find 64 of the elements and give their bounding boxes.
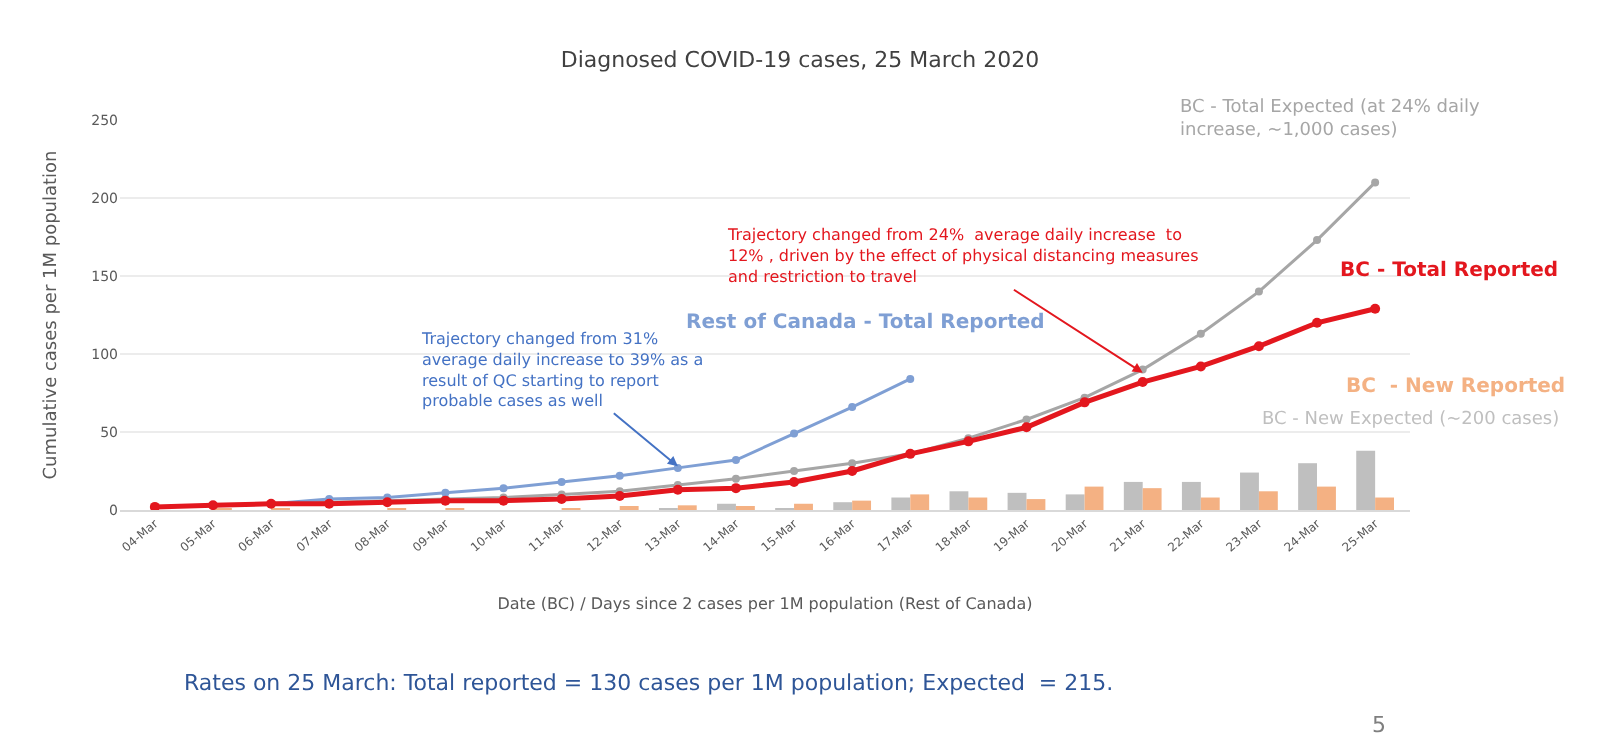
text: Rest of Canada - Total Reported xyxy=(686,312,1045,334)
point xyxy=(731,456,740,465)
bar xyxy=(1375,497,1395,510)
text: 5 xyxy=(1372,712,1386,738)
bar xyxy=(1258,491,1278,510)
point xyxy=(790,467,799,475)
bar xyxy=(1142,488,1162,510)
bar xyxy=(1181,481,1201,510)
text: BC - New Reported xyxy=(1346,376,1566,398)
point xyxy=(790,429,799,438)
bar xyxy=(852,500,872,510)
point xyxy=(1196,329,1205,338)
point xyxy=(1312,317,1323,328)
y-axis-title: Cumulative cases per 1M population xyxy=(41,150,62,480)
bar xyxy=(949,491,969,510)
bar xyxy=(717,503,736,510)
point xyxy=(615,471,624,480)
bar xyxy=(1356,450,1376,510)
point xyxy=(673,463,682,472)
point xyxy=(1313,236,1322,245)
bar xyxy=(1026,499,1046,510)
point xyxy=(731,474,740,483)
point xyxy=(1079,397,1090,408)
point xyxy=(556,494,567,505)
bar xyxy=(1084,486,1104,510)
bar xyxy=(1065,494,1085,510)
point xyxy=(848,459,857,468)
point xyxy=(1370,303,1381,314)
bar xyxy=(1123,481,1143,510)
chart-title: Diagnosed COVID-19 cases, 25 March 2020 xyxy=(560,47,1040,74)
point xyxy=(1137,377,1148,388)
x-axis-title: Date (BC) / Days since 2 cases per 1M population (Rest of Canada) xyxy=(497,595,1033,614)
point xyxy=(789,476,800,487)
point xyxy=(730,483,741,494)
bar xyxy=(833,502,853,510)
bar xyxy=(1200,497,1220,510)
annotation: Trajectory changed from 24% average daily increase to 12% , driven by the effect of physical distancing measures and restriction to travel xyxy=(726,226,1199,286)
bar xyxy=(968,497,988,510)
bar xyxy=(1007,492,1027,510)
point xyxy=(906,374,915,383)
point xyxy=(441,488,450,497)
point xyxy=(1021,422,1032,433)
point xyxy=(614,490,625,501)
bar xyxy=(891,497,911,510)
bar xyxy=(910,494,930,510)
point xyxy=(499,484,508,493)
point xyxy=(1195,361,1206,372)
bar xyxy=(1240,472,1259,510)
point xyxy=(1254,287,1263,296)
point xyxy=(1022,415,1031,424)
point xyxy=(1253,341,1264,352)
bar xyxy=(1317,486,1336,510)
text: BC - Total Expected (at 24% daily increase, ~1,000 cases) xyxy=(1180,98,1482,142)
point xyxy=(847,466,858,476)
annotation: Trajectory changed from 31% average daily increase to 39% as a result of QC starting to report probable cases as well xyxy=(420,330,704,411)
text: Rates on 25 March: Total reported = 130 cases per 1M population; Expected = 215. xyxy=(184,670,1114,696)
text: BC - New Expected (~200 cases) xyxy=(1262,410,1560,430)
point xyxy=(557,477,566,486)
point xyxy=(1371,178,1380,187)
bar xyxy=(794,503,813,510)
bar xyxy=(1298,463,1318,510)
point xyxy=(848,403,857,412)
point xyxy=(672,484,683,495)
series-label: BC - Total Reported xyxy=(1340,260,1559,282)
